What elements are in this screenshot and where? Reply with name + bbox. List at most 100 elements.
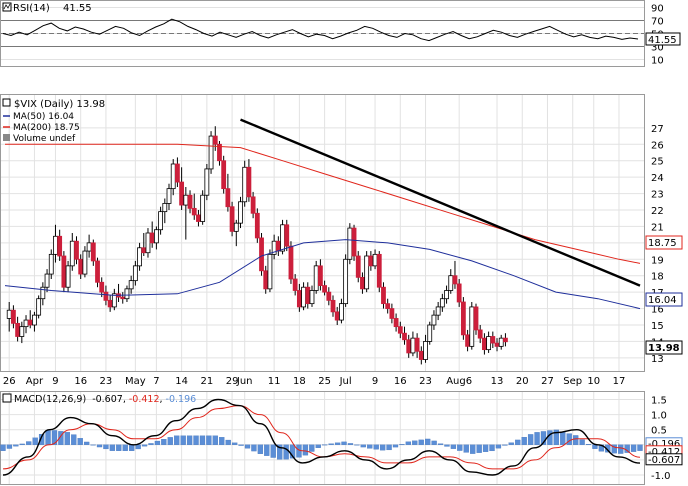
candle <box>444 285 449 304</box>
candle-body <box>95 260 100 283</box>
macd-tick-label: 1.5 <box>651 396 667 407</box>
date-tick-label: 9 <box>52 376 58 387</box>
candle-body <box>406 339 412 354</box>
price-tick-label: 24 <box>651 173 664 184</box>
date-tick-label: 26 <box>3 376 16 387</box>
candle <box>166 183 172 210</box>
candle-body <box>141 247 147 254</box>
candle-body <box>410 337 416 354</box>
macd-hist-bar <box>13 444 19 447</box>
macd-value-tag-box <box>645 453 683 466</box>
candle <box>309 285 315 307</box>
candle <box>250 191 256 219</box>
candle-body <box>11 309 16 324</box>
macd-sep-2: , <box>159 394 165 405</box>
candle-body <box>317 265 323 286</box>
candle-body <box>238 201 243 224</box>
candle <box>343 254 349 307</box>
candle-body <box>385 303 391 309</box>
candle-body <box>372 253 378 267</box>
candle <box>40 282 46 306</box>
macd-hist-bar <box>38 434 45 445</box>
candle-body <box>162 203 168 213</box>
candle-body <box>477 329 483 339</box>
macd-hist-bar <box>83 441 90 445</box>
macd-hist-bar <box>405 441 412 445</box>
price-title: $VIX (Daily) 13.98 <box>14 99 105 110</box>
candle-body <box>221 160 227 190</box>
price-tick-label: 16 <box>651 305 664 316</box>
candle-body <box>490 336 496 344</box>
macd-hist-bar <box>302 444 309 456</box>
candle <box>322 280 328 296</box>
candle-body <box>204 168 210 196</box>
price-tick-label: 26 <box>651 140 664 151</box>
candle <box>158 206 163 235</box>
macd-label: MACD(12,26,9) -0.607, -0.412, -0.196 <box>14 394 196 405</box>
candle-body <box>120 296 126 300</box>
candle-body <box>217 143 222 162</box>
candle <box>469 302 475 350</box>
macd-hist-bar <box>547 430 553 445</box>
macd-hist-bar <box>328 443 334 445</box>
candle-body <box>292 278 298 291</box>
macd-hist-bar <box>186 435 193 445</box>
candle <box>381 282 386 309</box>
candle-body <box>107 299 113 308</box>
candle-body <box>196 214 201 222</box>
macd-params: MACD(12,26,9) <box>14 394 86 405</box>
macd-hist-bar <box>367 444 373 449</box>
candle <box>326 287 332 306</box>
candle <box>376 251 382 293</box>
macd-header: MACD(12,26,9) -0.607, -0.412, -0.196 <box>2 393 196 405</box>
candle-body <box>486 336 492 351</box>
candle-body <box>435 306 441 316</box>
candle-body <box>179 181 185 206</box>
macd-hist-bar <box>51 430 58 445</box>
candle-body <box>254 212 260 239</box>
candle-body <box>326 291 332 301</box>
macd-hist-bar <box>283 444 289 460</box>
candle <box>204 164 210 201</box>
rsi-tick-label: 90 <box>651 4 664 15</box>
date-tick-label: Aug6 <box>446 376 472 387</box>
candle-body <box>200 194 206 222</box>
candle-body <box>482 337 487 351</box>
candle <box>292 274 298 296</box>
macd-hist-bar <box>457 444 463 451</box>
rsi-legend-icon <box>3 3 11 10</box>
candle-body <box>334 311 340 321</box>
candle <box>153 226 159 250</box>
candle <box>393 313 399 332</box>
candle-body <box>48 253 54 275</box>
macd-hist-bar <box>341 441 347 445</box>
candle <box>48 249 54 279</box>
candle-body <box>393 318 399 328</box>
candle <box>414 333 420 358</box>
macd-hist-bar <box>103 444 109 450</box>
candle <box>477 325 483 344</box>
candle-body <box>351 227 357 257</box>
candle <box>431 310 437 330</box>
volume-legend-label: Volume undef <box>13 134 76 144</box>
date-tick-label: 27 <box>541 376 554 387</box>
rsi-tick-label: 70 <box>651 17 664 28</box>
candle-body <box>280 224 285 252</box>
candle <box>57 229 63 261</box>
macd-value-tag: -0.607 <box>648 455 680 466</box>
macd-hist-bar <box>141 444 148 447</box>
candle <box>317 259 323 291</box>
macd-hist-bar <box>399 444 405 446</box>
candle <box>162 198 168 224</box>
candle <box>217 141 222 166</box>
candle <box>175 157 180 187</box>
macd-hist-bar <box>180 435 186 445</box>
candle <box>427 321 433 345</box>
candle <box>65 260 71 293</box>
candle-body <box>145 232 151 254</box>
candle <box>330 295 336 317</box>
candle <box>200 190 206 225</box>
candle-body <box>473 306 479 331</box>
macd-value: -0.607 <box>92 394 123 405</box>
macd-hist-bar <box>199 435 206 445</box>
